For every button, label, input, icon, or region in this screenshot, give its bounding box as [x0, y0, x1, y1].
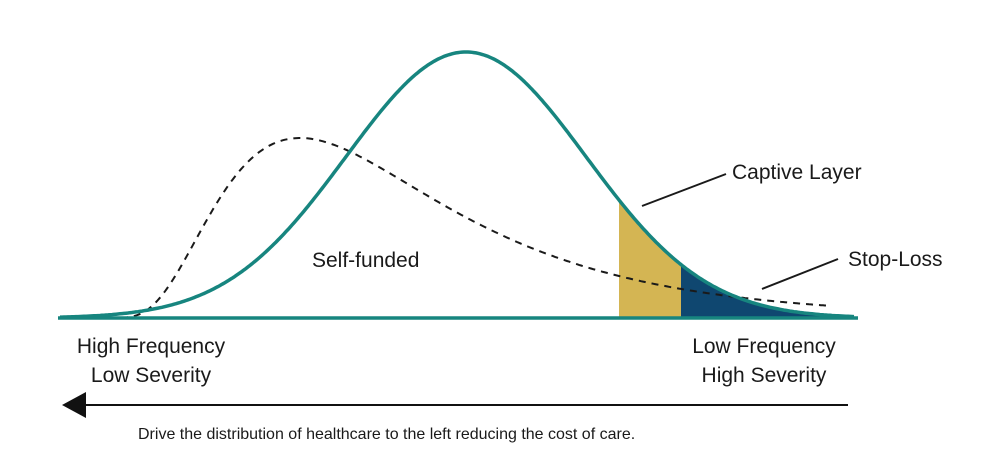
current-distribution-curve [60, 50, 855, 319]
left-axis-label: High Frequency Low Severity [60, 332, 242, 390]
caption-text: Drive the distribution of healthcare to … [138, 426, 636, 443]
captive-layer-label: Captive Layer [732, 161, 862, 184]
captive-layer-region [619, 200, 681, 318]
left-axis-line-2: Low Severity [90, 364, 212, 387]
stop-loss-leader-line [761, 258, 839, 290]
captive-layer-leader-line [641, 173, 727, 207]
direction-arrow-head-icon [62, 392, 86, 418]
left-axis-line-1: High Frequency [76, 335, 226, 358]
right-axis-line-2: High Severity [701, 364, 827, 387]
self-funded-label: Self-funded [312, 249, 420, 272]
stop-loss-label: Stop-Loss [848, 248, 943, 271]
right-axis-line-1: Low Frequency [692, 335, 836, 358]
right-axis-label: Low Frequency High Severity [674, 332, 854, 390]
stop-loss-region [681, 264, 855, 318]
shifted-distribution-curve [95, 137, 830, 319]
